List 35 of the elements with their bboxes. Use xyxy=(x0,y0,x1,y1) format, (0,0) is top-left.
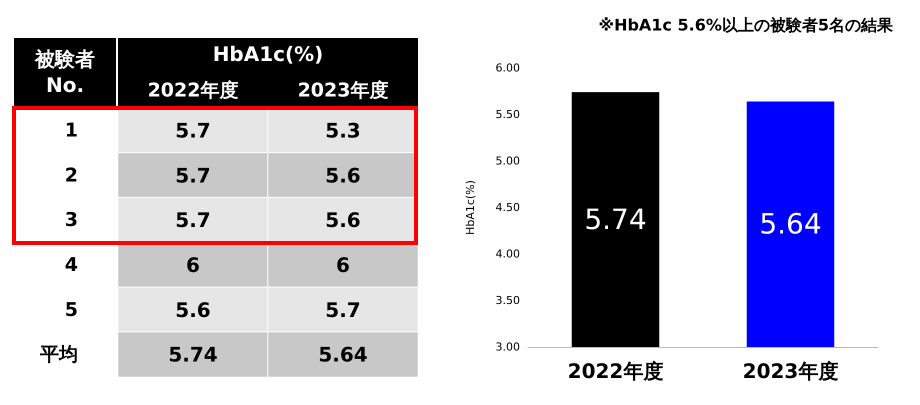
y-tick-label: 5.50 xyxy=(496,108,520,121)
data-label: 5.74 xyxy=(584,203,647,236)
data-label: 5.64 xyxy=(318,342,368,367)
data-label: 5.6 xyxy=(175,298,211,322)
x-tick-label: 2022年度 xyxy=(568,359,664,383)
data-label: 6 xyxy=(186,252,200,277)
data-label: 5.74 xyxy=(168,342,218,367)
y-tick-label: 4 xyxy=(64,254,78,276)
y-tick-label: 2 xyxy=(64,164,78,186)
y-axis-title: 被験者 No. xyxy=(34,47,95,97)
data-label: 5.7 xyxy=(175,208,211,232)
y-tick-label: 6.00 xyxy=(496,62,520,74)
y-tick-label: 3 xyxy=(64,209,78,232)
x-tick-label: 2023年度 xyxy=(298,80,388,102)
x-tick-label: 2023年度 xyxy=(742,359,838,383)
y-tick-label: 3.50 xyxy=(496,294,520,307)
y-tick-label: 4.00 xyxy=(496,248,520,260)
data-label: 5.7 xyxy=(325,298,361,322)
data-label: 5.7 xyxy=(175,118,211,142)
chart-title: HbA1c(%) xyxy=(212,42,324,66)
y-axis-title: HbA1c(%) xyxy=(464,180,477,235)
y-tick-label: 5.00 xyxy=(496,154,520,168)
chart-title: ※HbA1c 5.6%以上の被験者5名の結果 xyxy=(598,16,894,34)
y-tick-label: 5 xyxy=(64,298,78,321)
data-label: 5.6 xyxy=(325,163,361,188)
y-tick-label: 3.00 xyxy=(496,340,520,354)
data-label: 6 xyxy=(336,252,350,277)
y-tick-label: 平均 xyxy=(39,344,78,366)
y-tick-label: 1 xyxy=(64,119,78,142)
y-tick-label: 4.50 xyxy=(496,201,520,214)
data-label: 5.6 xyxy=(325,208,361,232)
x-tick-label: 2022年度 xyxy=(148,80,238,102)
data-label: 5.7 xyxy=(175,163,211,188)
data-label: 5.64 xyxy=(759,208,822,241)
data-label: 5.3 xyxy=(325,118,361,142)
